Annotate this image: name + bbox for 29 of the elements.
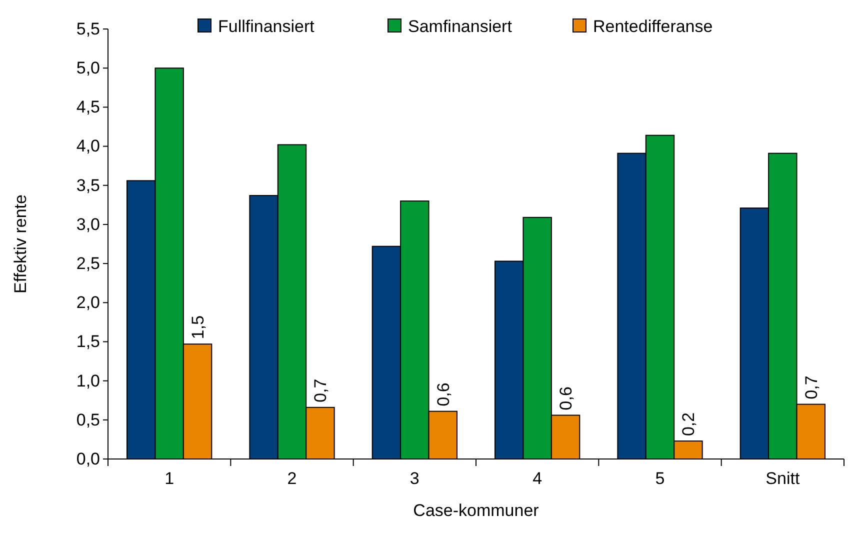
y-tick-label: 0,5	[76, 410, 100, 430]
legend-label: Rentedifferanse	[593, 17, 713, 36]
y-tick-label: 3,0	[76, 214, 100, 234]
y-tick-label: 2,5	[76, 254, 100, 273]
legend-label: Fullfinansiert	[218, 17, 315, 36]
y-tick-label: 1,5	[76, 332, 100, 352]
y-tick-label: 2,0	[76, 293, 100, 312]
y-tick-label: 4,5	[76, 98, 100, 117]
x-tick-label: 5	[655, 469, 665, 488]
x-tick-label: 2	[287, 469, 297, 488]
y-tick-label: 5,5	[76, 19, 100, 38]
data-label: 0,6	[556, 386, 576, 410]
x-tick-label: Snitt	[766, 469, 800, 488]
x-tick-label: 1	[164, 469, 174, 488]
data-label: 0,2	[679, 412, 698, 436]
data-label: 0,7	[311, 378, 330, 402]
x-tick-label: 4	[532, 469, 542, 488]
y-axis-title: Effektiv rente	[11, 194, 30, 294]
x-tick-label: 3	[410, 469, 420, 488]
y-tick-label: 0,0	[76, 449, 100, 468]
y-tick-label: 1,0	[76, 371, 100, 390]
data-label: 0,7	[802, 376, 821, 400]
data-label: 0,6	[434, 382, 453, 406]
y-tick-label: 5,0	[76, 58, 100, 78]
y-tick-label: 3,5	[76, 176, 100, 195]
y-tick-label: 4,0	[76, 136, 100, 156]
x-axis-title: Case-kommuner	[413, 501, 540, 520]
legend-label: Samfinansiert	[408, 17, 512, 36]
data-label: 1,5	[188, 315, 208, 340]
